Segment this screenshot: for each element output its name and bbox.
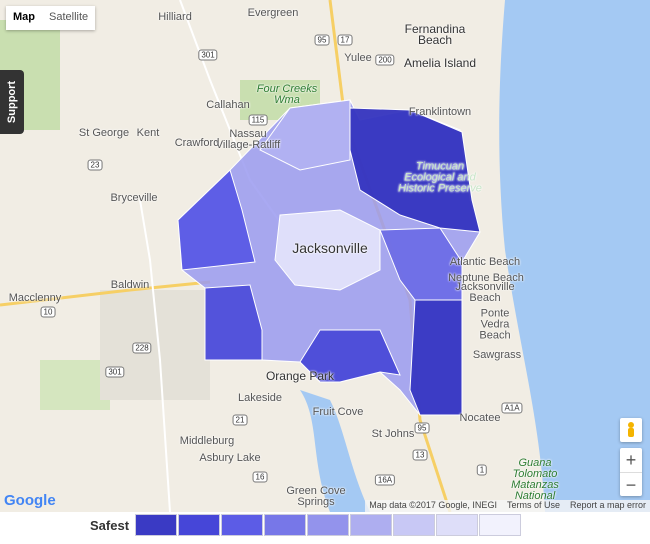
place-label: Yulee [344,52,372,64]
road-shield: 228 [132,342,152,354]
place-label: Crawford [174,137,220,149]
terms-link[interactable]: Terms of Use [506,500,560,510]
legend-swatch [393,514,435,536]
google-logo[interactable]: Google [4,492,56,509]
place-label: Timucuan Ecological and Historic Preserv… [398,160,482,195]
place-label: Fernandina Beach [404,22,466,47]
support-text: Support [6,80,18,124]
district [409,299,463,416]
road-shield: A1A [501,402,523,414]
district [204,284,263,361]
report-link[interactable]: Report a map error [569,500,646,510]
water [300,390,370,512]
road-shield: 95 [314,34,330,46]
place-label: Neptune Beach [448,272,524,284]
district [349,107,481,233]
place-label: Bryceville [110,192,158,204]
legend: Safest [0,512,650,544]
district [379,227,463,301]
road-shield: 301 [105,366,125,378]
place-label: Ponte Vedra Beach [479,307,511,342]
place-label: Callahan [206,99,250,111]
district [177,169,256,271]
place-label: Green Cove Springs [286,485,346,508]
place-label: Middleburg [179,435,235,447]
place-label: Four Creeks Wma [256,83,318,106]
map-data: Map data ©2017 Google, INEGI [369,500,497,510]
place-label: Jacksonville [292,240,368,256]
place-label: Jacksonville Beach [455,281,515,304]
road-shield: 16 [252,471,268,483]
place-label: Sawgrass [472,349,522,361]
water [499,0,650,512]
road-shield: 301 [198,49,218,61]
legend-swatch [135,514,177,536]
legend-swatches [135,514,522,536]
road-shield: 23 [87,159,103,171]
place-label: Amelia Island [403,56,477,70]
map-type-control: Map Satellite [6,6,96,30]
pegman[interactable] [620,418,642,442]
place-label: Franklintown [408,106,472,118]
place-label: Guana Tolomato Matanzas National [511,457,559,502]
support-tab[interactable]: Support [0,70,24,134]
place-label: St Johns [371,428,415,440]
legend-swatch [221,514,263,536]
legend-swatch [479,514,521,536]
zoom-in[interactable]: + [625,450,637,470]
road-shield: 17 [337,34,353,46]
map-layer [0,0,650,512]
legend-swatch [178,514,220,536]
place-label: Orange Park [265,369,335,383]
district [259,99,351,171]
road-shield: 95 [414,422,430,434]
zoom-out[interactable]: − [620,472,642,497]
road-shield: 200 [375,54,395,66]
place-label: St George [78,127,130,139]
road [139,199,171,512]
place-label: Lakeside [237,392,283,404]
district [299,329,401,383]
district [274,209,381,291]
attribution: Map data ©2017 Google, INEGI Terms of Us… [365,500,650,512]
place-label: Nassau Village-Ratliff [215,128,281,151]
zoom-control: + − [620,448,642,496]
place-label: Fruit Cove [312,406,364,418]
road-shield: 13 [412,449,428,461]
place-label: Atlantic Beach [449,256,521,268]
place-label: Asbury Lake [199,452,261,464]
pegman-icon [628,422,634,437]
road-shield: 115 [248,114,268,126]
map[interactable]: Hilliard Evergreen Fernandina Beach Amel… [0,0,650,512]
legend-swatch [264,514,306,536]
road-shield: 1 [476,464,488,476]
place-label: Kent [136,127,160,139]
road-shield: 16A [374,474,396,486]
place-label: Baldwin [110,279,150,291]
legend-swatch [350,514,392,536]
place-label: Macclenny [8,292,62,304]
map-button[interactable]: Map [13,11,35,23]
legend-swatch [436,514,478,536]
green-area [40,360,110,410]
road-shield: 21 [232,414,248,426]
road-shield: 10 [40,306,56,318]
place-label: Hilliard [158,11,192,23]
legend-swatch [307,514,349,536]
legend-label: Safest [90,518,130,533]
satellite-button[interactable]: Satellite [49,11,89,23]
road [0,280,211,307]
place-label: Nocatee [459,412,501,424]
place-label: Evergreen [247,7,299,19]
